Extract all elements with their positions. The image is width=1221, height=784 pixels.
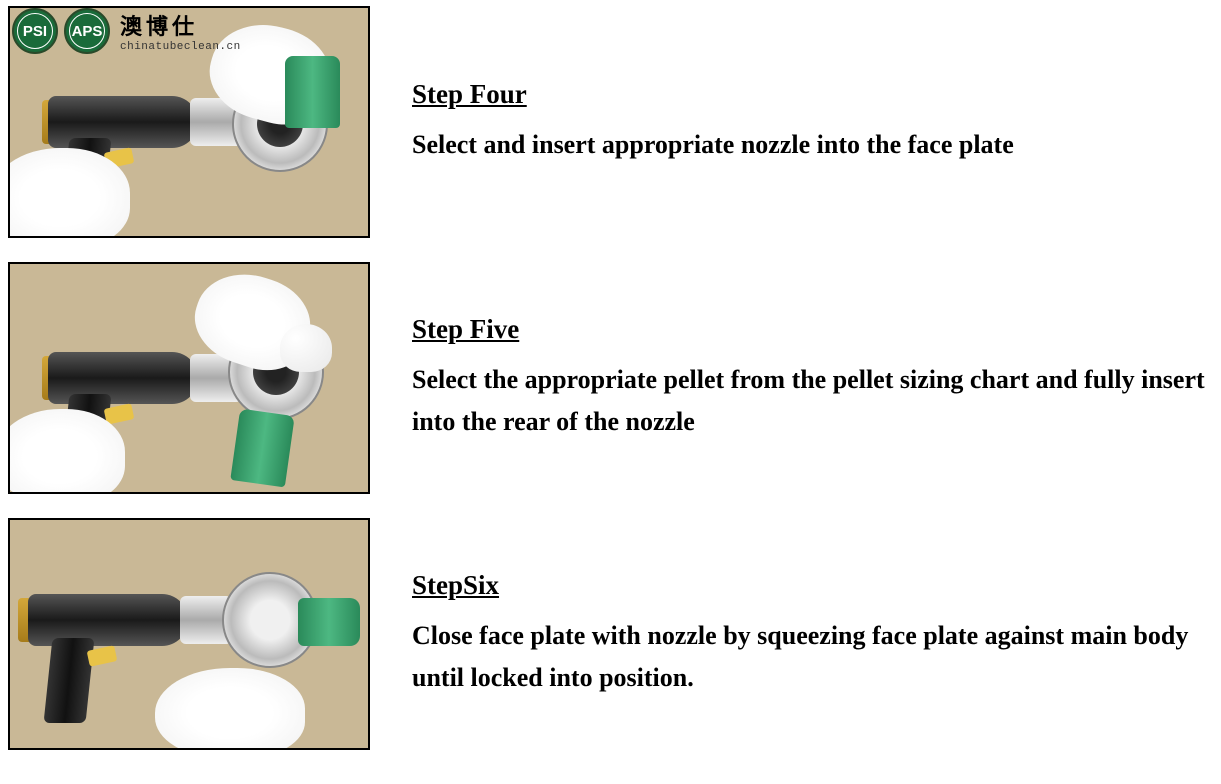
step-five-text: Step Five Select the appropriate pellet …	[412, 314, 1213, 442]
green-nozzle	[285, 56, 340, 128]
step-six-image	[8, 518, 370, 750]
green-nozzle-protruding	[298, 598, 360, 646]
step-row-six: StepSix Close face plate with nozzle by …	[8, 518, 1213, 750]
gloved-hand-bottom	[8, 148, 130, 238]
step-four-text: Step Four Select and insert appropriate …	[412, 79, 1213, 166]
step-row-five: Step Five Select the appropriate pellet …	[8, 262, 1213, 494]
step-six-heading: StepSix	[412, 570, 1213, 601]
gloved-hand-bottom	[8, 409, 125, 494]
logo-badge-aps: APS	[64, 8, 110, 54]
gloved-hand	[155, 668, 305, 750]
logo-url: chinatubeclean.cn	[120, 41, 241, 53]
logo-badge-psi-text: PSI	[23, 23, 47, 40]
green-nozzle	[230, 409, 294, 488]
step-five-image	[8, 262, 370, 494]
step-four-heading: Step Four	[412, 79, 1213, 110]
step-five-heading: Step Five	[412, 314, 1213, 345]
logo-badge-aps-text: APS	[72, 23, 103, 40]
logo-text-block: 澳博仕 chinatubeclean.cn	[120, 9, 241, 53]
logo-area: PSI APS 澳博仕 chinatubeclean.cn	[12, 8, 241, 54]
step-four-description: Select and insert appropriate nozzle int…	[412, 124, 1213, 166]
gun-body	[28, 594, 188, 646]
white-pellet	[280, 324, 332, 372]
logo-badge-psi: PSI	[12, 8, 58, 54]
step-six-description: Close face plate with nozzle by squeezin…	[412, 615, 1213, 698]
step-six-text: StepSix Close face plate with nozzle by …	[412, 570, 1213, 698]
logo-chinese-name: 澳博仕	[120, 9, 241, 41]
steps-container: Step Four Select and insert appropriate …	[0, 0, 1221, 756]
step-five-description: Select the appropriate pellet from the p…	[412, 359, 1213, 442]
